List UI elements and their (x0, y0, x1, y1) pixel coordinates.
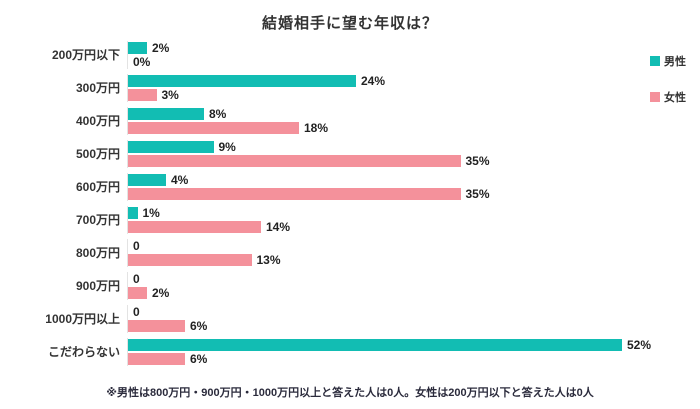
female-bar (128, 220, 261, 233)
value-label: 3% (161, 87, 179, 102)
female-bar (128, 286, 147, 299)
category-label: 400万円 (75, 114, 120, 128)
value-label: 18% (304, 120, 329, 135)
legend-label: 女性 (664, 92, 686, 104)
male-bar (128, 107, 204, 120)
female-bar-line: 35% (128, 153, 490, 168)
legend-item-female: 女性 (650, 89, 686, 105)
category-label: 900万円 (75, 279, 120, 293)
bar-pair: 0 6% (127, 304, 208, 333)
value-label: 9% (218, 139, 236, 154)
legend-label: 男性 (664, 56, 686, 68)
female-bar (128, 88, 157, 101)
bar-row: こだわらない 52% 6% (10, 335, 651, 368)
female-bar-line: 14% (128, 219, 291, 234)
value-label: 2% (152, 285, 170, 300)
male-bar-line: 52% (128, 337, 652, 352)
bar-row: 700万円 1% 14% (10, 203, 651, 236)
value-label: 0 (133, 304, 140, 319)
legend: 男性 女性 (650, 53, 686, 125)
male-bar-line: 2% (128, 40, 170, 55)
female-bar (128, 121, 299, 134)
category-label: 300万円 (75, 81, 120, 95)
male-bar-line: 0 (128, 271, 169, 286)
male-bar (128, 140, 214, 153)
bar-pair: 4% 35% (127, 172, 490, 201)
value-label: 1% (142, 205, 160, 220)
male-bar-line: 24% (128, 73, 386, 88)
male-bar-line: 0 (128, 304, 207, 319)
bar-row: 600万円 4% 35% (10, 170, 651, 203)
value-label: 6% (190, 318, 208, 333)
legend-swatch-icon (650, 92, 660, 102)
value-label: 52% (627, 337, 652, 352)
male-bar (128, 206, 138, 219)
bar-pair: 8% 18% (127, 106, 329, 135)
value-label: 4% (171, 172, 189, 187)
value-label: 0 (133, 238, 140, 253)
female-bar-line: 18% (128, 120, 329, 135)
category-label: 1000万円以上 (45, 312, 120, 326)
female-bar (128, 352, 185, 365)
female-bar-line: 0% (128, 54, 169, 69)
value-label: 0% (133, 54, 151, 69)
value-label: 6% (190, 351, 208, 366)
category-label: 800万円 (75, 246, 120, 260)
male-bar (128, 41, 147, 54)
bar-pair: 24% 3% (127, 73, 386, 102)
male-bar (128, 173, 166, 186)
bar-row: 400万円 8% 18% (10, 104, 651, 137)
male-bar (128, 74, 356, 87)
value-label: 24% (361, 73, 386, 88)
female-bar-line: 2% (128, 285, 170, 300)
male-bar-line: 1% (128, 205, 290, 220)
legend-swatch-icon (650, 56, 660, 66)
category-label: こだわらない (47, 345, 120, 359)
value-label: 8% (209, 106, 227, 121)
category-label: 600万円 (75, 180, 120, 194)
female-bar-line: 13% (128, 252, 281, 267)
value-label: 0 (133, 271, 140, 286)
female-bar (128, 319, 185, 332)
bar-pair: 0 13% (127, 238, 281, 267)
value-label: 35% (465, 153, 490, 168)
bar-row: 300万円 24% 3% (10, 71, 651, 104)
female-bar-line: 3% (128, 87, 385, 102)
chart-title: 結婚相手に望む年収は？ (261, 15, 438, 32)
female-bar (128, 253, 252, 266)
value-label: 13% (256, 252, 281, 267)
category-label: 500万円 (75, 147, 120, 161)
legend-item-male: 男性 (650, 53, 686, 69)
bar-row: 1000万円以上 0 6% (10, 302, 651, 335)
female-bar-line: 6% (128, 351, 651, 366)
female-bar (128, 187, 461, 200)
female-bar-line: 35% (128, 186, 490, 201)
category-label: 700万円 (75, 213, 120, 227)
bar-row: 200万円以下 2% 0% (10, 38, 651, 71)
female-bar (128, 154, 461, 167)
value-label: 35% (465, 186, 490, 201)
bar-pair: 2% 0% (127, 40, 170, 69)
male-bar (128, 338, 622, 351)
female-bar-line: 6% (128, 318, 208, 333)
male-bar-line: 9% (128, 139, 490, 154)
category-label: 200万円以下 (51, 48, 120, 62)
bar-pair: 9% 35% (127, 139, 490, 168)
bar-row: 500万円 9% 35% (10, 137, 651, 170)
bar-row: 800万円 0 13% (10, 236, 651, 269)
chart-rows: 200万円以下 2% 0% 300万円 24% 3% 400万円 8% 18% 500万円 9% 35… (10, 38, 651, 368)
bar-pair: 0 2% (127, 271, 170, 300)
chart-footnote: ※男性は800万円・900万円・1000万円以上と答えた人は0人。女性は200万… (106, 387, 594, 399)
male-bar-line: 0 (128, 238, 281, 253)
male-bar-line: 8% (128, 106, 328, 121)
value-label: 2% (152, 40, 170, 55)
bar-pair: 1% 14% (127, 205, 291, 234)
bar-pair: 52% 6% (127, 337, 652, 366)
male-bar-line: 4% (128, 172, 490, 187)
bar-row: 900万円 0 2% (10, 269, 651, 302)
value-label: 14% (266, 219, 291, 234)
